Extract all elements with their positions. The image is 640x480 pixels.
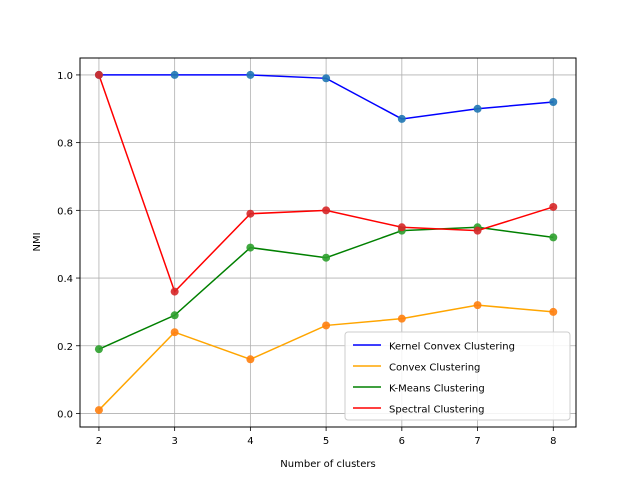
data-point [397,223,406,232]
y-tick-label: 0.2 [57,342,73,353]
legend: Kernel Convex Clustering Convex Clusterin… [344,331,571,421]
tick-layer: 2 3 4 5 6 7 8 0.0 0.2 0.4 0.6 0.8 1.0 [57,71,556,447]
x-tick-label: 4 [247,436,253,447]
data-point [322,253,331,262]
legend-box [344,331,571,421]
data-point [473,226,482,235]
data-point [246,209,255,218]
x-tick-label: 6 [399,436,405,447]
data-point [246,243,255,252]
y-axis-label: NMI [32,232,43,251]
data-point [322,206,331,215]
data-point [94,345,103,354]
x-tick-label: 3 [171,436,177,447]
y-tick-label: 1.0 [57,71,73,82]
data-point [473,301,482,310]
data-point [94,70,103,79]
legend-label: Convex Clustering [389,363,480,374]
y-tick-label: 0.0 [57,409,73,420]
legend-label: Kernel Convex Clustering [389,342,515,353]
data-point [94,406,103,415]
legend-label: K-Means Clustering [389,384,485,395]
x-tick-label: 7 [474,436,480,447]
x-tick-label: 2 [96,436,102,447]
data-point [549,98,558,107]
y-tick-label: 0.8 [57,139,73,150]
data-point [170,311,179,320]
data-point [246,355,255,364]
x-axis-label: Number of clusters [280,459,375,470]
data-point [322,74,331,83]
data-point [549,202,558,211]
plot-area-frame [79,57,577,428]
y-tick-label: 0.6 [57,206,73,217]
data-point [397,114,406,123]
data-point [170,70,179,79]
x-tick-label: 8 [550,436,556,447]
data-point [170,287,179,296]
data-point [549,307,558,316]
series-layer [94,70,558,415]
data-point [397,314,406,323]
data-point [549,233,558,242]
legend-label: Spectral Clustering [389,405,484,416]
y-tick-label: 0.4 [57,274,73,285]
data-point [322,321,331,330]
data-point [473,104,482,113]
x-tick-label: 5 [323,436,329,447]
data-point [246,70,255,79]
data-point [170,328,179,337]
